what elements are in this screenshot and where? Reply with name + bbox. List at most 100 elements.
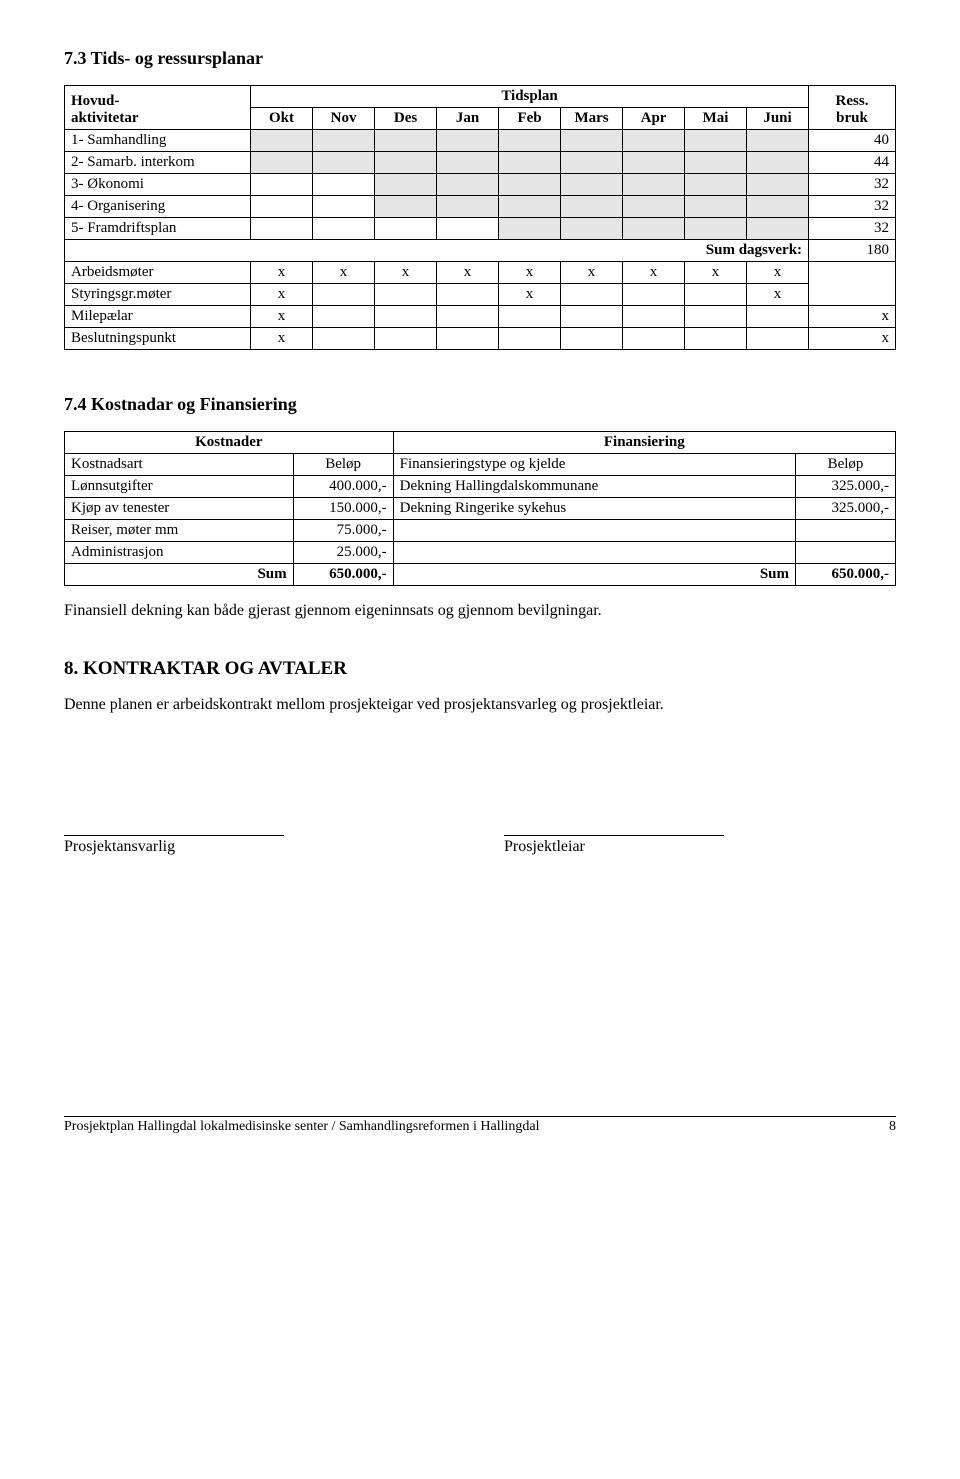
hdr-bruk: bruk bbox=[836, 110, 868, 126]
timeplan-cell bbox=[685, 130, 747, 152]
timeplan-res: 40 bbox=[809, 130, 896, 152]
timeplan-cell bbox=[251, 174, 313, 196]
timeplan-cell bbox=[499, 152, 561, 174]
timeplan-cell bbox=[251, 130, 313, 152]
para-kontrakt: Denne planen er arbeidskontrakt mellom p… bbox=[64, 694, 896, 716]
timeplan-cell bbox=[623, 174, 685, 196]
kost-belop: 400.000,- bbox=[293, 476, 393, 498]
kost-kostart: Lønnsutgifter bbox=[65, 476, 294, 498]
timeplan-cell bbox=[747, 196, 809, 218]
timeplan-cell bbox=[561, 130, 623, 152]
kost-fintype: Dekning Ringerike sykehus bbox=[393, 498, 795, 520]
timeplan-mark-cell bbox=[561, 284, 623, 306]
timeplan-table: Hovud- aktivitetar Tidsplan Ress. bruk O… bbox=[64, 85, 896, 350]
timeplan-mark-cell: x bbox=[499, 284, 561, 306]
kost-row: Kjøp av tenester150.000,-Dekning Ringeri… bbox=[65, 498, 896, 520]
timeplan-activity-label: 2- Samarb. interkom bbox=[65, 152, 251, 174]
kost-sum-k: 650.000,- bbox=[293, 564, 393, 586]
kost-fin-belop bbox=[796, 520, 896, 542]
kost-hdr-finans: Finansiering bbox=[393, 432, 895, 454]
timeplan-cell bbox=[747, 218, 809, 240]
kost-row: Reiser, møter mm75.000,- bbox=[65, 520, 896, 542]
timeplan-cell bbox=[561, 152, 623, 174]
timeplan-cell bbox=[685, 196, 747, 218]
timeplan-mark-row: Styringsgr.møterxxx bbox=[65, 284, 896, 306]
timeplan-mark-cell: x bbox=[499, 262, 561, 284]
timeplan-cell bbox=[313, 152, 375, 174]
hdr-tidsplan: Tidsplan bbox=[251, 86, 809, 108]
timeplan-cell bbox=[499, 130, 561, 152]
timeplan-cell bbox=[623, 218, 685, 240]
kost-fintype: Dekning Hallingdalskommunane bbox=[393, 476, 795, 498]
timeplan-activity-label: 5- Framdriftsplan bbox=[65, 218, 251, 240]
timeplan-res-mark: x bbox=[809, 328, 896, 350]
kostnader-table: Kostnader Finansiering Kostnadsart Beløp… bbox=[64, 431, 896, 586]
timeplan-cell bbox=[499, 218, 561, 240]
timeplan-mark-row: Milepælarxx bbox=[65, 306, 896, 328]
hdr-aktivitetar: aktivitetar bbox=[71, 110, 138, 126]
hdr-ress: Ress. bbox=[836, 93, 869, 109]
timeplan-sum-row: Sum dagsverk:180 bbox=[65, 240, 896, 262]
timeplan-cell bbox=[623, 152, 685, 174]
timeplan-cell bbox=[499, 174, 561, 196]
para-finansiell: Finansiell dekning kan både gjerast gjen… bbox=[64, 600, 896, 622]
kost-fin-belop bbox=[796, 542, 896, 564]
timeplan-cell bbox=[313, 174, 375, 196]
hdr-month: Apr bbox=[623, 108, 685, 130]
timeplan-cell bbox=[623, 130, 685, 152]
timeplan-mark-cell: x bbox=[623, 262, 685, 284]
timeplan-mark-cell bbox=[313, 306, 375, 328]
timeplan-mark-cell bbox=[623, 284, 685, 306]
sig-left-label: Prosjektansvarlig bbox=[64, 838, 284, 856]
timeplan-mark-cell bbox=[561, 328, 623, 350]
timeplan-cell bbox=[313, 130, 375, 152]
timeplan-cell bbox=[685, 174, 747, 196]
section-8-title: 8. KONTRAKTAR OG AVTALER bbox=[64, 658, 896, 680]
hdr-month: Juni bbox=[747, 108, 809, 130]
timeplan-res: 32 bbox=[809, 218, 896, 240]
kost-col-belop1: Beløp bbox=[293, 454, 393, 476]
page-number: 8 bbox=[889, 1119, 896, 1135]
timeplan-mark-cell: x bbox=[251, 328, 313, 350]
timeplan-mark-cell: x bbox=[313, 262, 375, 284]
kost-sum-f: 650.000,- bbox=[796, 564, 896, 586]
timeplan-mark-row: Beslutningspunktxx bbox=[65, 328, 896, 350]
timeplan-mark-cell: x bbox=[437, 262, 499, 284]
footer-text: Prosjektplan Hallingdal lokalmedisinske … bbox=[64, 1119, 540, 1134]
timeplan-cell bbox=[375, 152, 437, 174]
timeplan-res: 32 bbox=[809, 196, 896, 218]
kost-fintype bbox=[393, 520, 795, 542]
timeplan-mark-label: Arbeidsmøter bbox=[65, 262, 251, 284]
hdr-hovud: Hovud- bbox=[71, 93, 119, 109]
timeplan-cell bbox=[437, 130, 499, 152]
timeplan-mark-label: Beslutningspunkt bbox=[65, 328, 251, 350]
kost-fin-belop: 325.000,- bbox=[796, 476, 896, 498]
timeplan-cell bbox=[251, 196, 313, 218]
timeplan-row: 4- Organisering32 bbox=[65, 196, 896, 218]
timeplan-mark-cell bbox=[375, 306, 437, 328]
timeplan-cell bbox=[747, 152, 809, 174]
timeplan-res: 32 bbox=[809, 174, 896, 196]
sig-line-right bbox=[504, 835, 724, 836]
kost-row: Lønnsutgifter400.000,-Dekning Hallingdal… bbox=[65, 476, 896, 498]
timeplan-cell bbox=[437, 196, 499, 218]
timeplan-cell bbox=[747, 174, 809, 196]
kost-sum-label-r: Sum bbox=[393, 564, 795, 586]
timeplan-mark-row: Arbeidsmøterxxxxxxxxx bbox=[65, 262, 896, 284]
kost-kostart: Reiser, møter mm bbox=[65, 520, 294, 542]
timeplan-mark-cell: x bbox=[251, 284, 313, 306]
kost-belop: 75.000,- bbox=[293, 520, 393, 542]
kost-sum-label-l: Sum bbox=[65, 564, 294, 586]
timeplan-mark-cell bbox=[375, 284, 437, 306]
hdr-month: Feb bbox=[499, 108, 561, 130]
timeplan-mark-cell bbox=[437, 306, 499, 328]
timeplan-mark-cell bbox=[623, 328, 685, 350]
sig-line-left bbox=[64, 835, 284, 836]
timeplan-res-merged bbox=[809, 262, 896, 306]
timeplan-cell bbox=[685, 218, 747, 240]
timeplan-cell bbox=[375, 174, 437, 196]
timeplan-cell bbox=[623, 196, 685, 218]
timeplan-mark-cell bbox=[685, 328, 747, 350]
timeplan-mark-cell bbox=[747, 306, 809, 328]
signature-block: Prosjektansvarlig Prosjektleiar bbox=[64, 835, 896, 856]
